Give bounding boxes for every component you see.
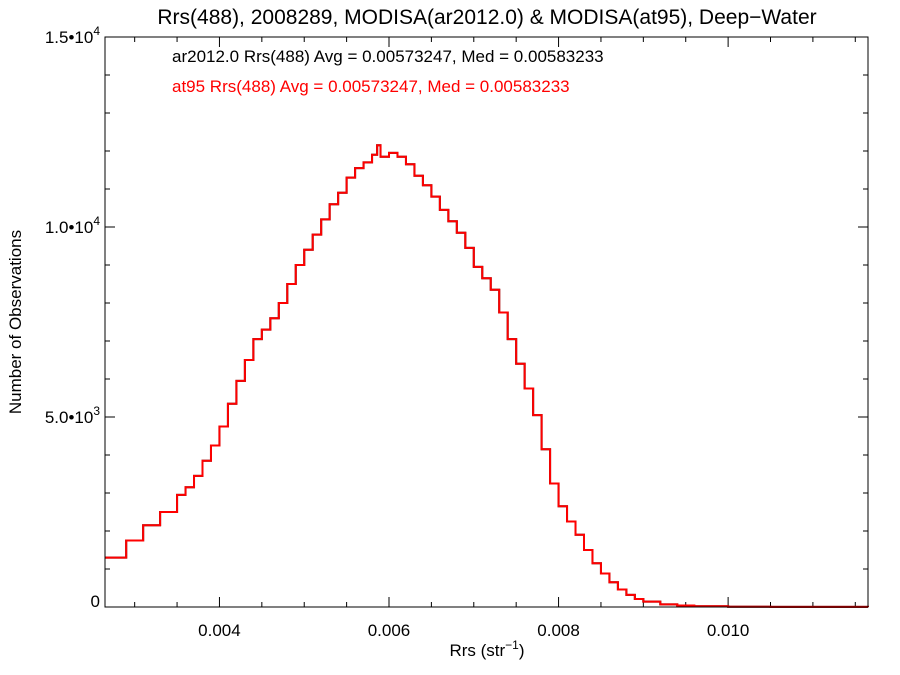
x-axis-label-close: ): [519, 641, 525, 660]
series-line-at95: [105, 144, 869, 608]
y-tick-mantissa: 1.0•10: [45, 218, 94, 237]
annotation-ar2012: ar2012.0 Rrs(488) Avg = 0.00573247, Med …: [172, 47, 604, 66]
annotation-at95: at95 Rrs(488) Avg = 0.00573247, Med = 0.…: [172, 77, 570, 96]
y-tick-mantissa: 1.5•10: [45, 28, 94, 47]
chart-title: Rrs(488), 2008289, MODISA(ar2012.0) & MO…: [157, 6, 816, 29]
y-tick-mantissa: 0: [91, 592, 100, 611]
y-tick-exponent: 4: [93, 24, 100, 38]
plot-frame: [104, 36, 869, 608]
x-tick-label: 0.004: [198, 621, 241, 640]
x-tick-label: 0.010: [707, 621, 750, 640]
y-tick-exponent: 3: [93, 404, 100, 418]
series-layer: [105, 144, 869, 608]
x-tick-label: 0.008: [537, 621, 580, 640]
x-tick-labels: 0.004 0.006 0.008 0.010: [198, 621, 749, 640]
y-tick-mantissa: 5.0•10: [45, 408, 94, 427]
x-tick-label: 0.006: [368, 621, 411, 640]
y-tick-label: 1.5•104: [45, 24, 101, 47]
y-tick-label: 5.0•103: [45, 404, 101, 427]
axis-ticks: [105, 36, 868, 608]
y-axis-label: Number of Observations: [6, 230, 25, 414]
series-line-ar2012.0: [105, 144, 869, 608]
x-axis-label-main: Rrs (str: [449, 641, 505, 660]
x-axis-label-exponent: −1: [505, 638, 519, 652]
y-tick-exponent: 4: [93, 214, 100, 228]
y-tick-label: 1.0•104: [45, 214, 101, 237]
x-axis-label: Rrs (str−1): [449, 638, 524, 660]
y-tick-label: 0: [91, 592, 100, 611]
